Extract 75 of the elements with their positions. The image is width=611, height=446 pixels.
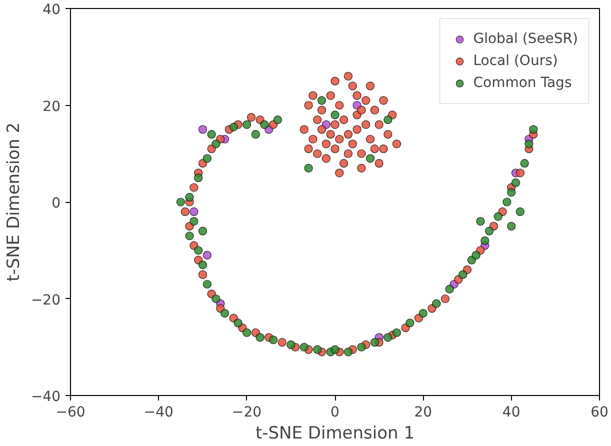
point (202, 154, 212, 163)
point (313, 345, 322, 354)
point (260, 120, 269, 129)
y-tick-label: 40 (42, 2, 61, 18)
point (476, 217, 485, 226)
point (370, 338, 379, 347)
point (198, 125, 208, 134)
y-tick-label: −40 (30, 389, 60, 405)
point (273, 115, 282, 124)
point (472, 250, 480, 260)
point (194, 174, 203, 182)
point (207, 130, 216, 139)
point (344, 348, 353, 356)
x-tick-label: −60 (56, 404, 86, 420)
x-tick-label: 0 (330, 404, 340, 420)
point (418, 308, 428, 318)
point (190, 207, 198, 216)
point (507, 222, 516, 230)
x-tick-label: 20 (414, 404, 432, 420)
point (507, 188, 516, 197)
x-tick-label: −40 (144, 404, 174, 420)
point (268, 336, 278, 344)
x-tick-label: 60 (590, 404, 608, 420)
point (529, 125, 538, 134)
x-axis-title: t-SNE Dimension 1 (255, 424, 415, 444)
point (516, 207, 524, 216)
point (198, 260, 208, 270)
point (330, 345, 340, 354)
x-tick-label: −20 (232, 404, 262, 420)
legend-label: Common Tags (473, 75, 572, 91)
point (366, 154, 375, 163)
point (480, 236, 490, 245)
legend-label: Local (Ours) (473, 53, 558, 69)
y-tick-label: 20 (42, 98, 61, 115)
point (256, 333, 264, 342)
point (524, 140, 534, 148)
point (300, 342, 308, 352)
point (212, 140, 220, 148)
point (229, 122, 238, 132)
point (198, 226, 208, 236)
point (190, 217, 198, 226)
point (242, 120, 252, 129)
point (202, 280, 212, 289)
point (242, 328, 252, 337)
point (406, 318, 414, 328)
y-tick-label: 0 (52, 196, 61, 212)
point (357, 342, 366, 352)
point (220, 308, 230, 318)
point (317, 96, 326, 105)
point (384, 333, 392, 342)
point (304, 164, 313, 172)
point (392, 328, 402, 337)
point (484, 226, 494, 236)
point (194, 246, 203, 255)
point (202, 250, 212, 260)
point (511, 178, 520, 187)
legend-label: Global (SeeSR) (473, 31, 578, 47)
point (212, 294, 220, 304)
point (494, 212, 502, 221)
point (251, 130, 260, 139)
x-tick-label: 40 (502, 404, 520, 420)
y-axis-title: t-SNE Dimension 2 (4, 122, 24, 282)
point (185, 192, 194, 202)
point (502, 198, 512, 206)
point (520, 159, 529, 168)
point (432, 299, 441, 308)
point (330, 110, 340, 120)
point (458, 270, 468, 279)
point (445, 284, 454, 294)
y-tick-label: −20 (30, 292, 60, 308)
point (176, 198, 186, 206)
point (234, 318, 242, 328)
point (185, 232, 194, 240)
point (384, 115, 392, 124)
point (286, 340, 296, 349)
